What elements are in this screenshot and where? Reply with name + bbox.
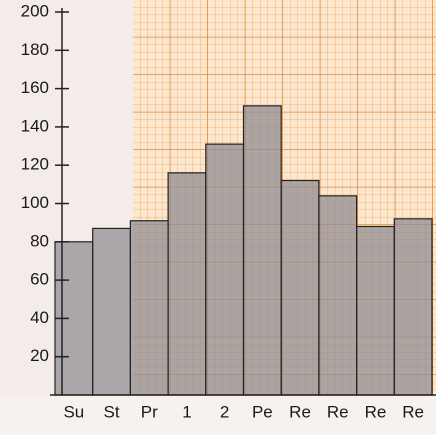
x-tick-label: 1 xyxy=(182,402,191,421)
x-tick-label: St xyxy=(104,402,120,421)
x-tick-label: Re xyxy=(402,402,424,421)
bar xyxy=(393,218,433,396)
y-tick-label: 180 xyxy=(21,40,49,59)
y-tick-label: 120 xyxy=(21,155,49,174)
x-tick-label: Su xyxy=(63,402,84,421)
y-tick-label: 160 xyxy=(21,78,49,97)
x-tick-label: 2 xyxy=(220,402,229,421)
y-tick-label: 40 xyxy=(30,308,49,327)
y-tick-label: 100 xyxy=(21,193,49,212)
y-tick-label: 60 xyxy=(30,270,49,289)
bar xyxy=(92,227,131,396)
x-tick-label: Re xyxy=(289,402,311,421)
bar xyxy=(356,225,395,396)
y-tick-label: 200 xyxy=(21,1,49,20)
footer-bg xyxy=(0,395,436,435)
y-tick-label: 80 xyxy=(30,231,49,250)
y-tick-label: 20 xyxy=(30,346,49,365)
x-tick-label: Re xyxy=(365,402,387,421)
bar xyxy=(280,179,320,396)
x-tick-label: Pr xyxy=(141,402,158,421)
bar xyxy=(205,143,245,396)
bar xyxy=(129,220,169,396)
x-tick-label: Pe xyxy=(252,402,273,421)
bar xyxy=(167,172,207,396)
bar xyxy=(318,195,358,396)
y-tick-label: 140 xyxy=(21,116,49,135)
x-tick-label: Re xyxy=(327,402,349,421)
bar xyxy=(242,105,282,396)
